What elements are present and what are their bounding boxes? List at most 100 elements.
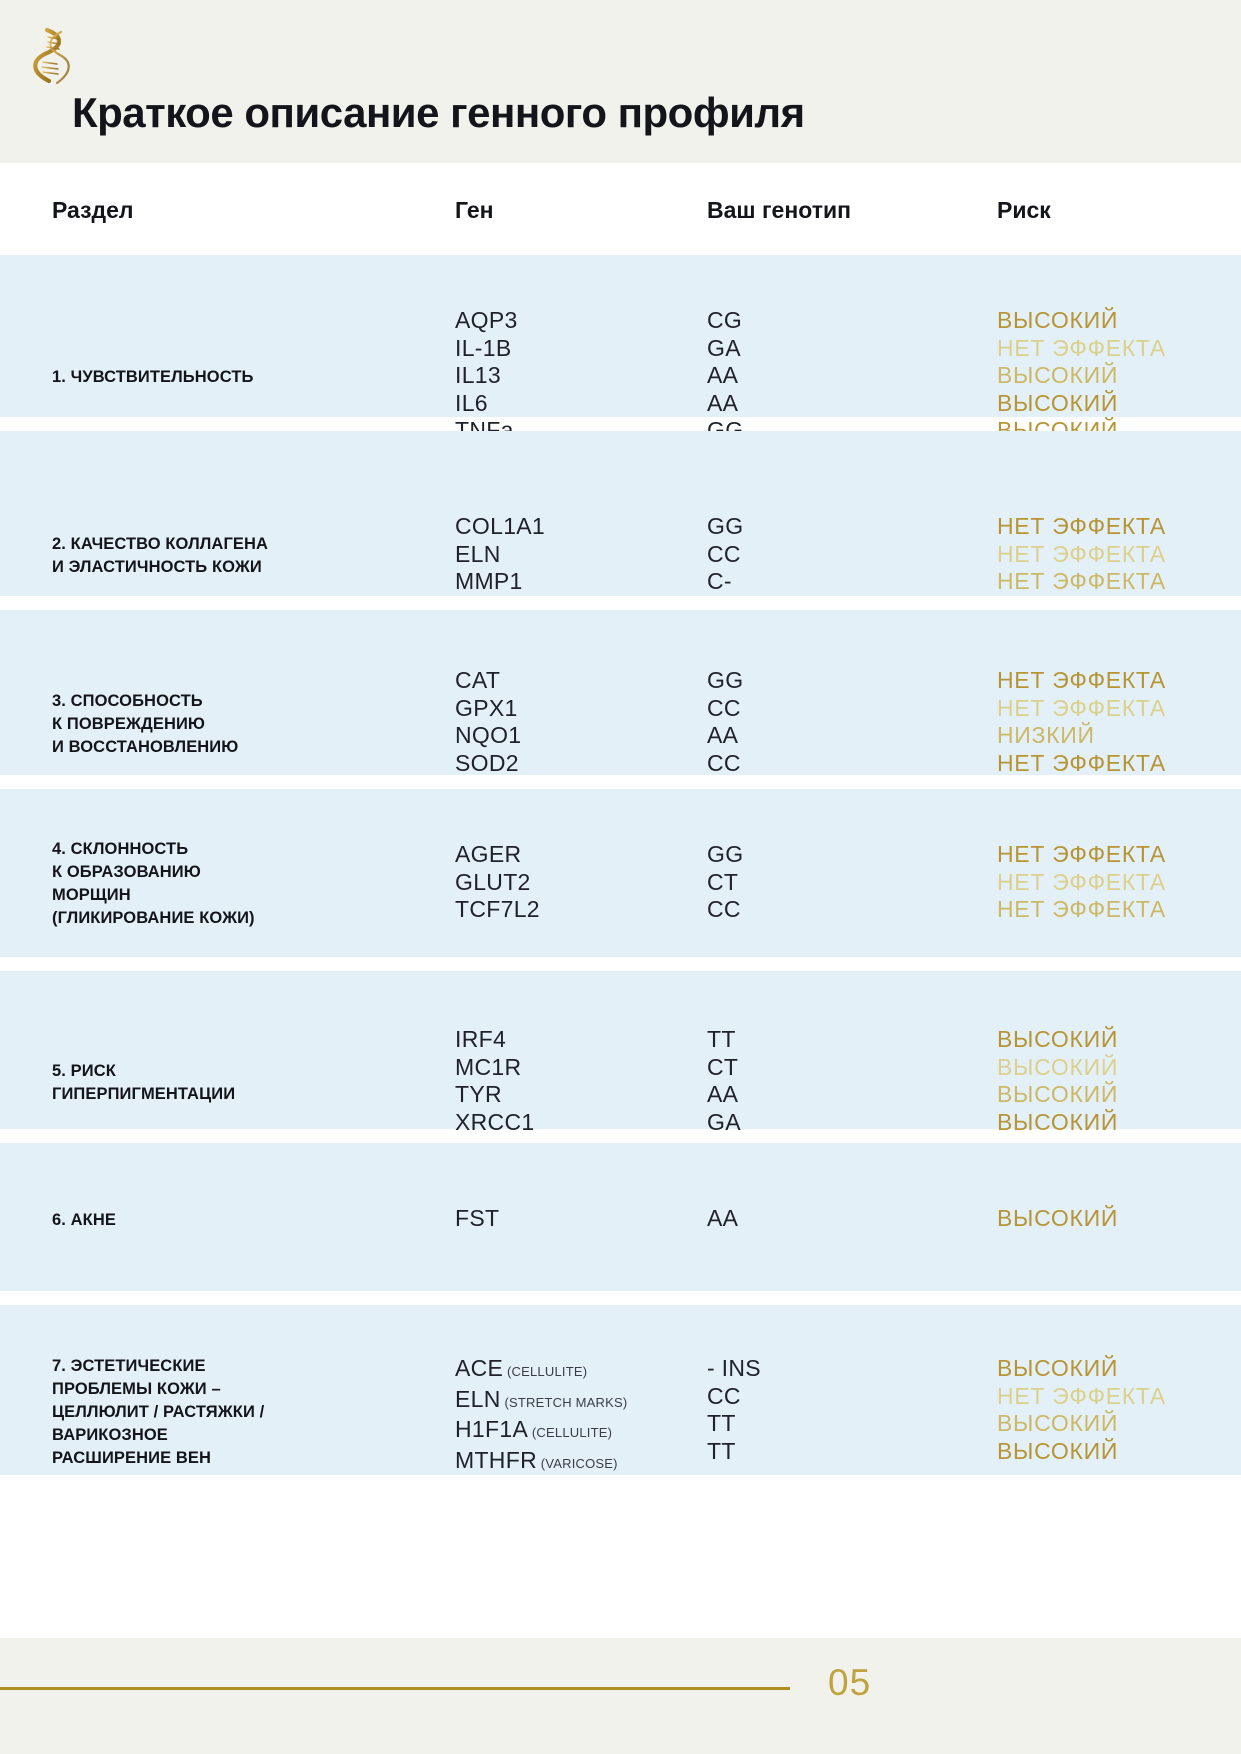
genotype-value: AA — [707, 389, 739, 416]
genotype-value: GG — [707, 667, 744, 693]
row-section-label: 7. ЭСТЕТИЧЕСКИЕ ПРОБЛЕМЫ КОЖИ – ЦЕЛЛЮЛИТ… — [52, 1356, 265, 1467]
genotype-value: CC — [707, 694, 741, 721]
genotype-value: CC — [707, 540, 741, 567]
row-gene-list: ACE (CELLULITE) ELN (STRETCH MARKS) H1F1A … — [455, 1355, 627, 1477]
genotype-value: CT — [707, 868, 739, 895]
gene-name: AQP3 — [455, 307, 518, 333]
row-genotype-list: GG CC C- — [707, 513, 743, 596]
genotype-value: AA — [707, 1081, 739, 1107]
gene-name: XRCC1 — [455, 1108, 535, 1135]
genotype-value: TT — [707, 1410, 736, 1436]
gene-name: H1F1A (CELLULITE) — [455, 1416, 613, 1442]
row-section-label: 5. РИСК ГИПЕРПИГМЕНТАЦИИ — [52, 1062, 236, 1103]
row-genotype-list: GG CC AA CC — [707, 667, 743, 777]
row-risk-list: НЕТ ЭФФЕКТА НЕТ ЭФФЕКТА НЕТ ЭФФЕКТА — [997, 513, 1166, 596]
risk-value: ВЫСОКИЙ — [997, 307, 1119, 333]
table-row: 3. СПОСОБНОСТЬ К ПОВРЕЖДЕНИЮ И ВОССТАНОВ… — [0, 610, 1241, 777]
row-gene-list: FST — [455, 1205, 499, 1233]
gene-name: ELN — [455, 540, 501, 567]
genotype-value: - INS — [707, 1355, 761, 1381]
genotype-value: CG — [707, 307, 743, 333]
gene-name: SOD2 — [455, 749, 519, 776]
gene-sub-label: (CELLULITE) — [528, 1425, 613, 1440]
genotype-value: GG — [707, 513, 744, 539]
genotype-value: GG — [707, 841, 744, 867]
dna-helix-icon — [33, 26, 77, 88]
column-header-risk: Риск — [997, 197, 1051, 223]
table-row: 5. РИСК ГИПЕРПИГМЕНТАЦИИ IRF4 MC1R TYR XRCC1… — [0, 971, 1241, 1135]
row-risk-list: НЕТ ЭФФЕКТА НЕТ ЭФФЕКТА НЕТ ЭФФЕКТА — [997, 841, 1166, 924]
row-risk-list: НЕТ ЭФФЕКТА НЕТ ЭФФЕКТА НИЗКИЙ НЕТ ЭФФЕКТА — [997, 667, 1166, 777]
table-header-row: Раздел Ген Ваш генотип Риск — [0, 163, 1241, 255]
gene-name: COL1A1 — [455, 513, 546, 539]
row-section-label: 6. АКНЕ — [52, 1211, 116, 1230]
gene-name: MTHFR (VARICOSE) — [455, 1446, 618, 1473]
column-header-section: Раздел — [52, 197, 134, 223]
risk-value: ВЫСОКИЙ — [997, 1437, 1119, 1464]
gene-name: IL13 — [455, 362, 501, 388]
risk-value: НЕТ ЭФФЕКТА — [997, 1382, 1166, 1409]
row-gene-list: IRF4 MC1R TYR XRCC1 — [455, 1026, 534, 1136]
row-section-label: 4. СКЛОННОСТЬ К ОБРАЗОВАНИЮ МОРЩИН (ГЛИК… — [52, 840, 255, 928]
row-risk-list: ВЫСОКИЙ — [997, 1205, 1118, 1233]
gene-name: GLUT2 — [455, 868, 531, 895]
risk-value: НЕТ ЭФФЕКТА — [997, 334, 1166, 361]
genotype-value: CT — [707, 1053, 739, 1080]
genotype-value: CC — [707, 749, 741, 776]
genotype-value: TT — [707, 1437, 736, 1464]
risk-value: НЕТ ЭФФЕКТА — [997, 667, 1166, 693]
gene-name: GPX1 — [455, 694, 518, 721]
table-row: 2. КАЧЕСТВО КОЛЛАГЕНА И ЭЛАСТИЧНОСТЬ КОЖ… — [0, 431, 1241, 596]
table-row: 6. АКНЕ FST AA ВЫСОКИЙ — [0, 1143, 1241, 1291]
genotype-value: AA — [707, 722, 739, 748]
column-header-genotype: Ваш генотип — [707, 197, 851, 223]
gene-sub-label: (VARICOSE) — [536, 1455, 618, 1471]
risk-value: ВЫСОКИЙ — [997, 1053, 1119, 1080]
row-section-label: 2. КАЧЕСТВО КОЛЛАГЕНА И ЭЛАСТИЧНОСТЬ КОЖ… — [52, 535, 269, 577]
row-gene-list: AGER GLUT2 TCF7L2 — [455, 841, 540, 924]
row-genotype-list: TT CT AA GA — [707, 1026, 741, 1136]
risk-value: ВЫСОКИЙ — [997, 1205, 1119, 1231]
risk-value: НЕТ ЭФФЕКТА — [997, 749, 1166, 776]
page-footer — [0, 1638, 1241, 1754]
gene-name: IL-1B — [455, 334, 512, 361]
risk-value: ВЫСОКИЙ — [997, 362, 1119, 388]
genotype-value: CC — [707, 1382, 741, 1409]
row-genotype-list: AA — [707, 1205, 738, 1233]
table-row: 1. ЧУВСТВИТЕЛЬНОСТЬ AQP3 IL-1B IL13 IL6 TNFa C… — [0, 255, 1241, 443]
risk-value: ВЫСОКИЙ — [997, 1355, 1119, 1381]
gene-name: FST — [455, 1205, 500, 1231]
row-genotype-list: - INS CC TT TT — [707, 1355, 761, 1465]
table-row: 7. ЭСТЕТИЧЕСКИЕ ПРОБЛЕМЫ КОЖИ – ЦЕЛЛЮЛИТ… — [0, 1305, 1241, 1475]
genotype-value: GA — [707, 334, 741, 361]
gene-sub-label: (STRETCH MARKS) — [500, 1394, 628, 1410]
gene-name: ACE (CELLULITE) — [455, 1355, 588, 1381]
row-risk-list: ВЫСОКИЙ ВЫСОКИЙ ВЫСОКИЙ ВЫСОКИЙ — [997, 1026, 1118, 1136]
footer-divider — [0, 1687, 790, 1690]
risk-value: ВЫСОКИЙ — [997, 1410, 1119, 1436]
row-gene-list: AQP3 IL-1B IL13 IL6 TNFa — [455, 307, 518, 445]
risk-value: НЕТ ЭФФЕКТА — [997, 513, 1166, 539]
gene-name: NQO1 — [455, 722, 522, 748]
risk-value: ВЫСОКИЙ — [997, 389, 1119, 416]
row-gene-list: CAT GPX1 NQO1 SOD2 — [455, 667, 521, 777]
row-risk-list: ВЫСОКИЙ НЕТ ЭФФЕКТА ВЫСОКИЙ ВЫСОКИЙ ВЫСОКИЙ — [997, 307, 1166, 445]
column-header-gene: Ген — [455, 197, 494, 223]
gene-name: IRF4 — [455, 1026, 507, 1052]
risk-value: ВЫСОКИЙ — [997, 1108, 1119, 1135]
row-section-label: 1. ЧУВСТВИТЕЛЬНОСТЬ — [52, 368, 254, 387]
risk-value: НЕТ ЭФФЕКТА — [997, 694, 1166, 721]
gene-profile-table: Раздел Ген Ваш генотип Риск 1. ЧУВСТВИТЕ… — [0, 163, 1241, 1489]
page-header: Краткое описание генного профиля — [0, 0, 1241, 163]
page-title: Краткое описание генного профиля — [72, 89, 805, 136]
genotype-value: C- — [707, 568, 732, 594]
row-section-label: 3. СПОСОБНОСТЬ К ПОВРЕЖДЕНИЮ И ВОССТАНОВ… — [52, 691, 239, 756]
gene-name: ELN (STRETCH MARKS) — [455, 1385, 628, 1412]
risk-value: НЕТ ЭФФЕКТА — [997, 841, 1166, 867]
gene-sub-label: (CELLULITE) — [503, 1364, 588, 1379]
row-risk-list: ВЫСОКИЙ НЕТ ЭФФЕКТА ВЫСОКИЙ ВЫСОКИЙ — [997, 1355, 1166, 1465]
table-row: 4. СКЛОННОСТЬ К ОБРАЗОВАНИЮ МОРЩИН (ГЛИК… — [0, 789, 1241, 957]
gene-name: IL6 — [455, 389, 488, 416]
gene-name: MMP1 — [455, 568, 523, 594]
gene-name: TCF7L2 — [455, 896, 540, 922]
